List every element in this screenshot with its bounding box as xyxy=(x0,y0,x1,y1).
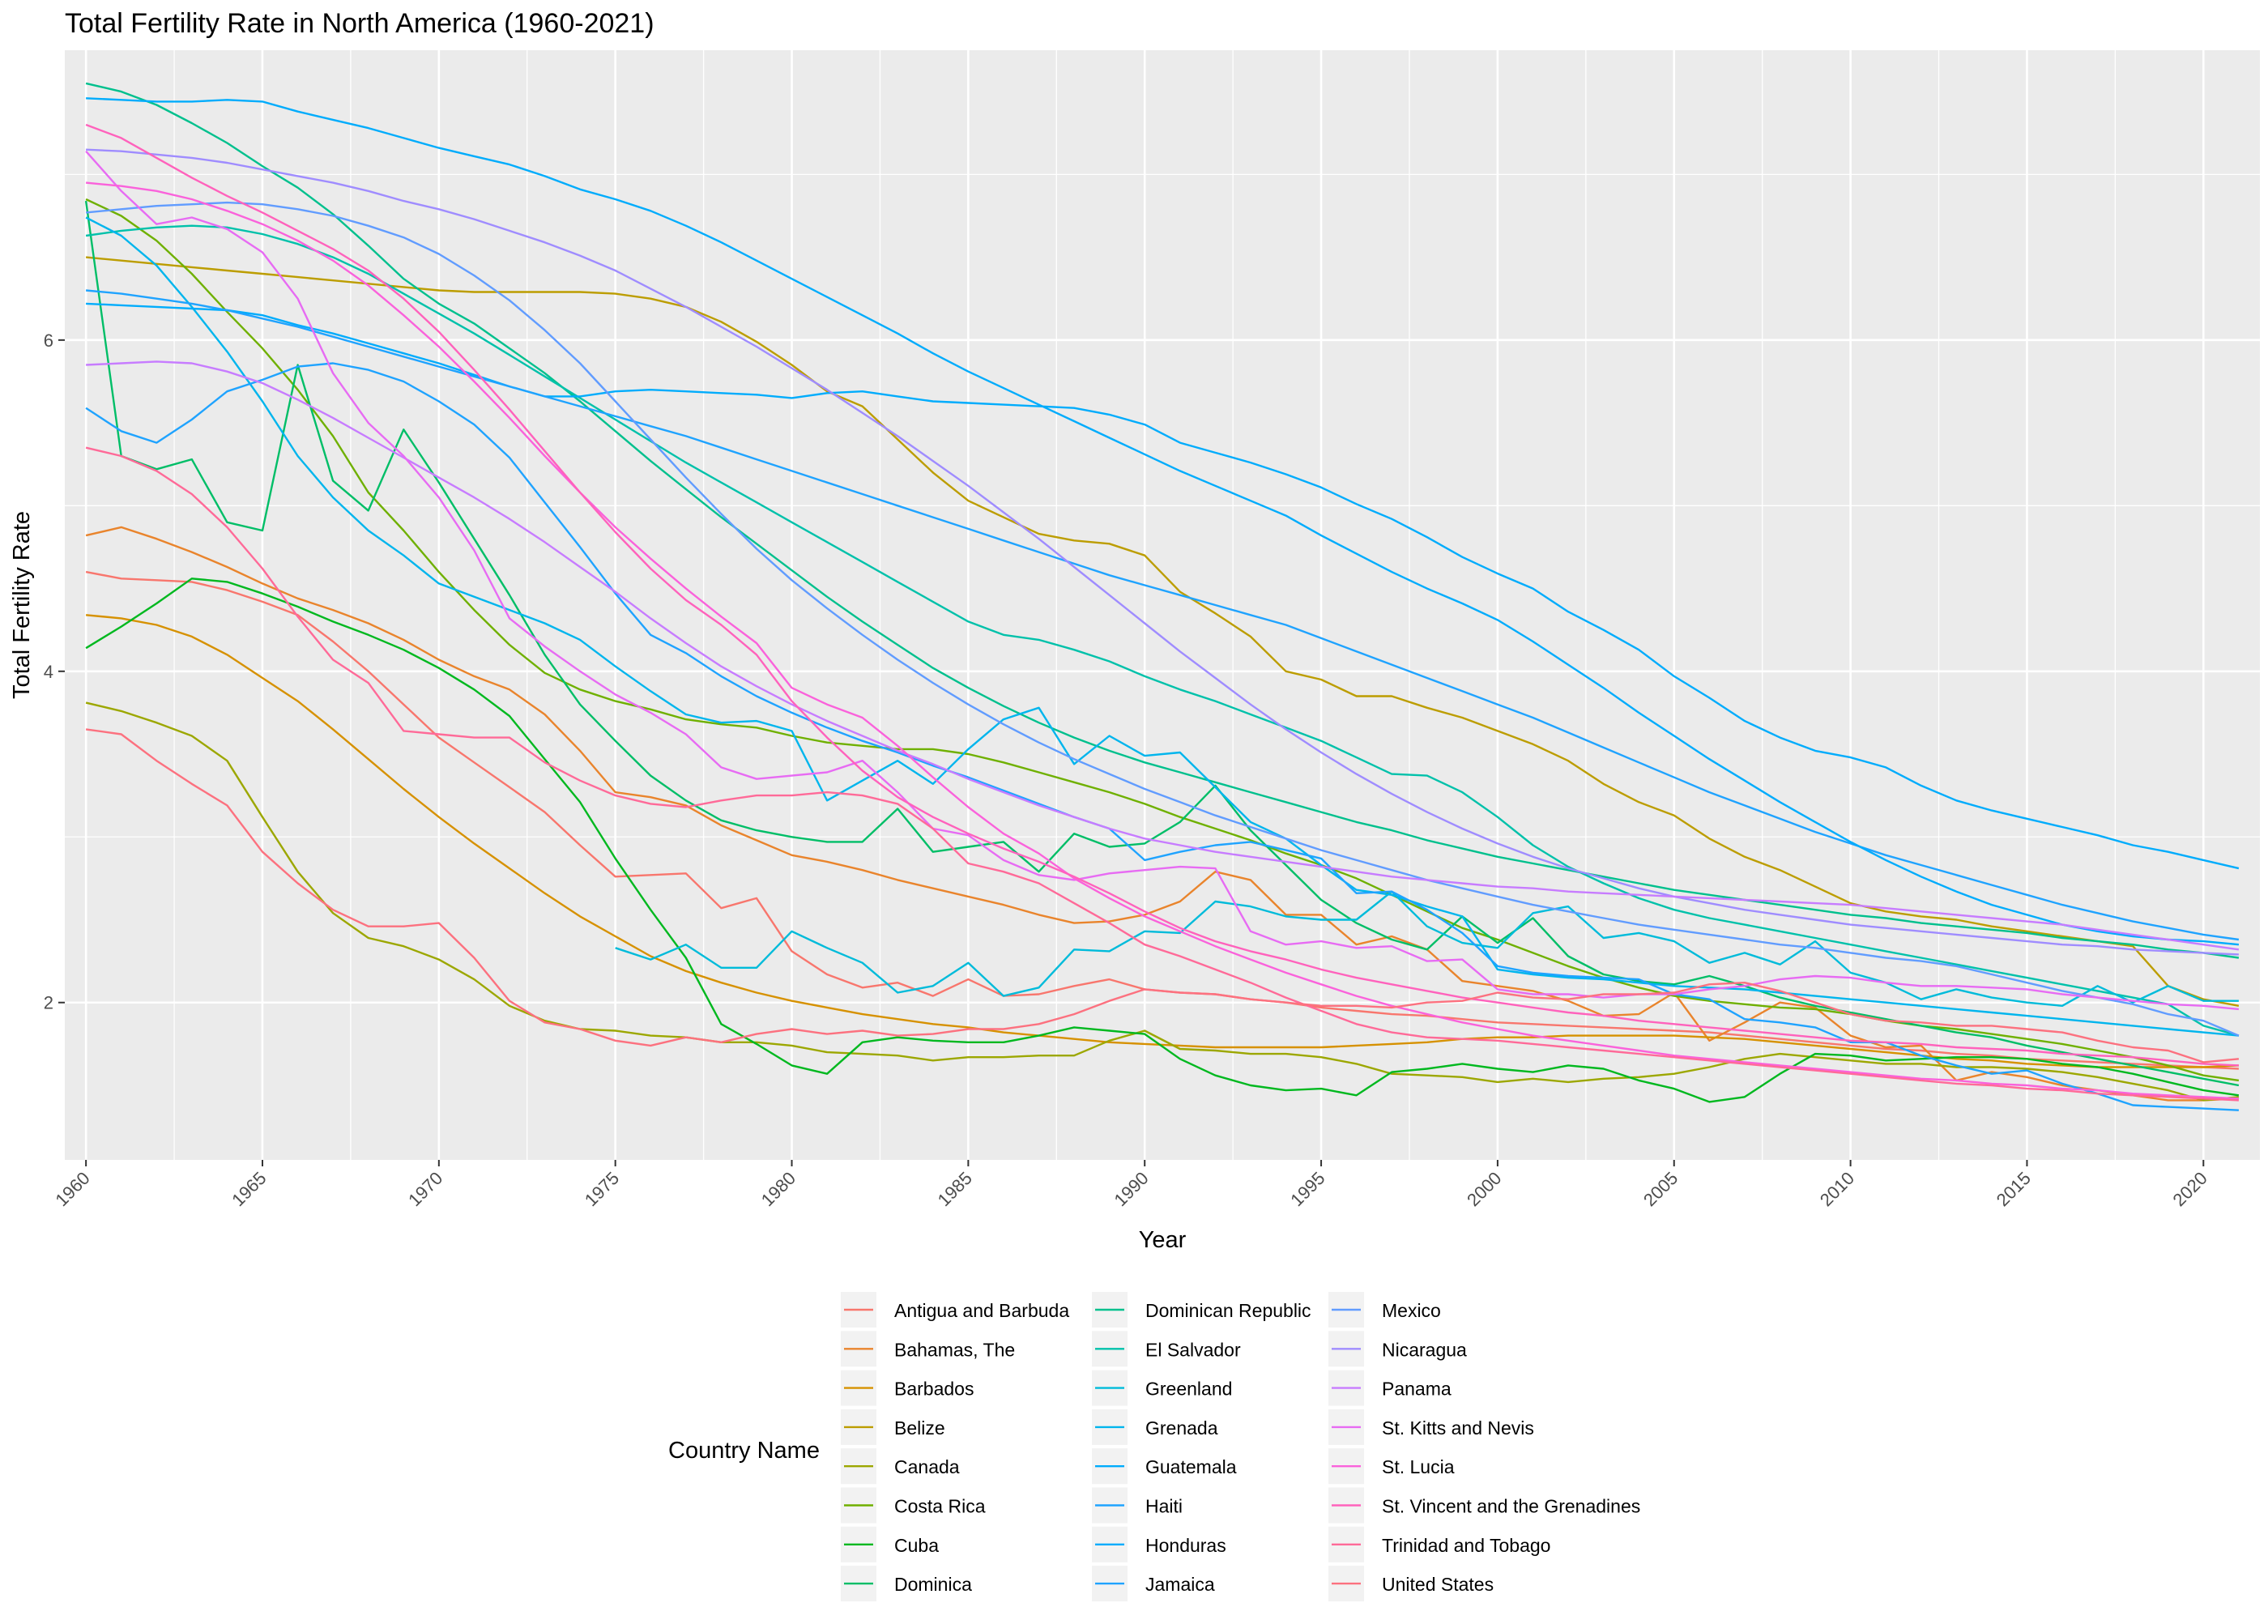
series-line-guatemala xyxy=(86,302,2240,870)
x-tick-label: 2005 xyxy=(1639,1168,1682,1210)
legend: Country Name Antigua and Barbuda Bahamas,… xyxy=(668,1292,1640,1602)
legend-label: St. Kitts and Nevis xyxy=(1382,1417,1534,1439)
x-tick-label: 2020 xyxy=(2169,1168,2211,1210)
x-tick-label: 1990 xyxy=(1110,1168,1152,1210)
series-line-canada xyxy=(85,701,2240,1102)
legend-label: Nicaragua xyxy=(1382,1339,1467,1360)
series-line-bahamas-the xyxy=(85,526,2239,1102)
y-tick-label: 2 xyxy=(44,993,53,1013)
legend-item: Canada xyxy=(841,1448,960,1485)
plot-panel xyxy=(65,50,2260,1160)
x-tick-label: 2010 xyxy=(1816,1168,1858,1210)
legend-label: Bahamas, The xyxy=(894,1339,1015,1360)
legend-item: St. Vincent and the Grenadines xyxy=(1328,1487,1640,1524)
series-line-united-states xyxy=(85,728,2240,1063)
series-line-grenada xyxy=(85,216,2240,1037)
legend-item: El Salvador xyxy=(1092,1331,1241,1367)
legend-item: Nicaragua xyxy=(1328,1331,1467,1367)
series-line-trinidad-and-tobago xyxy=(85,446,2239,1102)
legend-title: Country Name xyxy=(668,1438,820,1464)
series-line-dominica xyxy=(84,200,2240,1087)
series-lines xyxy=(84,82,2240,1111)
x-tick-label: 2000 xyxy=(1463,1168,1505,1210)
legend-label: Belize xyxy=(894,1417,945,1439)
legend-item: Trinidad and Tobago xyxy=(1328,1526,1550,1562)
legend-item: Costa Rica xyxy=(841,1487,986,1524)
series-line-mexico xyxy=(85,201,2240,1037)
legend-label: Honduras xyxy=(1145,1535,1226,1556)
chart-title: Total Fertility Rate in North America (1… xyxy=(65,8,654,39)
legend-label: Cuba xyxy=(894,1535,939,1556)
x-tick-label: 1985 xyxy=(934,1168,976,1210)
legend-label: El Salvador xyxy=(1145,1339,1241,1360)
legend-item: Panama xyxy=(1328,1370,1452,1406)
y-axis-title: Total Fertility Rate xyxy=(9,511,35,699)
legend-item: Antigua and Barbuda xyxy=(841,1292,1069,1328)
legend-item: Dominica xyxy=(841,1566,972,1602)
legend-item: St. Lucia xyxy=(1328,1448,1455,1485)
legend-label: St. Vincent and the Grenadines xyxy=(1382,1496,1640,1517)
legend-item: Greenland xyxy=(1092,1370,1232,1406)
legend-label: St. Lucia xyxy=(1382,1456,1455,1477)
series-line-st-kitts-and-nevis xyxy=(85,150,2240,1011)
legend-label: Dominica xyxy=(894,1574,972,1595)
x-tick-label: 1980 xyxy=(757,1168,799,1210)
legend-item: Cuba xyxy=(841,1526,939,1562)
series-line-cuba xyxy=(85,578,2240,1103)
x-tick-label: 1995 xyxy=(1286,1168,1328,1210)
series-line-honduras xyxy=(86,97,2240,946)
legend-label: Barbados xyxy=(894,1379,974,1400)
legend-item: Bahamas, The xyxy=(841,1331,1015,1367)
legend-label: Guatemala xyxy=(1145,1456,1237,1477)
legend-label: Dominican Republic xyxy=(1145,1300,1311,1321)
x-axis-title: Year xyxy=(1139,1227,1187,1253)
legend-label: Antigua and Barbuda xyxy=(894,1300,1069,1321)
x-tick-label: 2015 xyxy=(1993,1168,2035,1210)
series-line-haiti xyxy=(85,289,2240,941)
legend-label: Jamaica xyxy=(1145,1574,1215,1595)
series-line-dominican-republic xyxy=(85,82,2240,959)
x-tick-label: 1965 xyxy=(228,1168,270,1210)
legend-item: St. Kitts and Nevis xyxy=(1328,1409,1534,1445)
x-tick-label: 1960 xyxy=(51,1168,93,1210)
legend-item: Jamaica xyxy=(1092,1566,1215,1602)
series-line-barbados xyxy=(85,614,2239,1068)
y-tick-label: 6 xyxy=(44,330,53,351)
x-tick-label: 1970 xyxy=(404,1168,446,1210)
legend-item: Belize xyxy=(841,1409,945,1445)
legend-label: Mexico xyxy=(1382,1300,1441,1321)
series-line-st-vincent-and-the-grenadines xyxy=(85,123,2239,1067)
legend-label: Costa Rica xyxy=(894,1496,986,1517)
legend-item: Dominican Republic xyxy=(1092,1292,1311,1328)
legend-label: Panama xyxy=(1382,1379,1452,1400)
series-line-panama xyxy=(86,360,2240,951)
series-line-nicaragua xyxy=(86,148,2239,956)
y-tick-label: 4 xyxy=(44,662,53,682)
legend-item: Grenada xyxy=(1092,1409,1218,1445)
legend-label: Haiti xyxy=(1145,1496,1183,1517)
legend-item: Mexico xyxy=(1328,1292,1441,1328)
legend-label: Trinidad and Tobago xyxy=(1382,1535,1550,1556)
series-line-el-salvador xyxy=(85,224,2240,1037)
legend-label: Grenada xyxy=(1145,1417,1218,1439)
legend-item: Guatemala xyxy=(1092,1448,1237,1485)
x-tick-label: 1975 xyxy=(581,1168,623,1210)
series-line-st-lucia xyxy=(85,181,2239,1100)
series-line-greenland xyxy=(615,890,2239,1007)
legend-item: United States xyxy=(1328,1566,1494,1602)
legend-label: Canada xyxy=(894,1456,960,1477)
legend-item: Honduras xyxy=(1092,1526,1226,1562)
series-line-belize xyxy=(85,256,2240,1007)
legend-label: Greenland xyxy=(1145,1379,1232,1400)
legend-item: Barbados xyxy=(841,1370,974,1406)
legend-item: Haiti xyxy=(1092,1487,1183,1524)
legend-label: United States xyxy=(1382,1574,1494,1595)
